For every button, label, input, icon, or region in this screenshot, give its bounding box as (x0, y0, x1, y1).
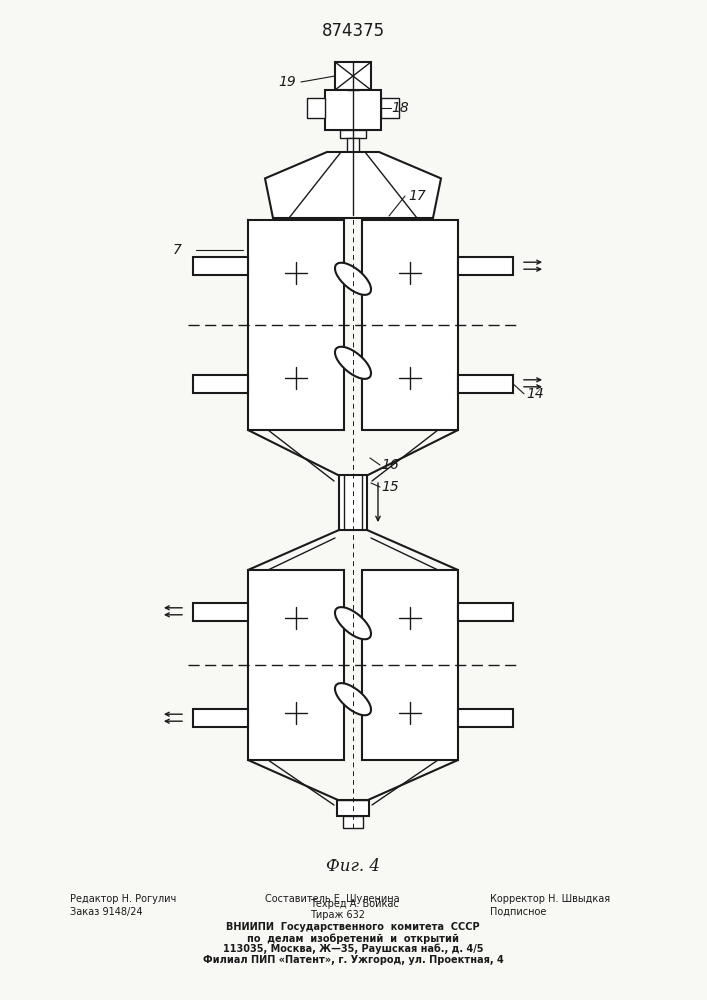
Text: 14: 14 (526, 387, 544, 401)
Text: 16: 16 (381, 458, 399, 472)
Text: 15: 15 (381, 480, 399, 494)
Bar (343, 816, 363, 828)
Bar (193, 257, 248, 275)
Bar (381, 98, 399, 118)
Bar (458, 257, 513, 275)
Text: Техред А. Бойкас: Техред А. Бойкас (310, 899, 399, 909)
Text: 17: 17 (408, 189, 426, 203)
Bar (193, 375, 248, 393)
Bar (339, 475, 367, 530)
Bar (337, 800, 369, 816)
Text: 874375: 874375 (322, 22, 385, 40)
Ellipse shape (335, 683, 371, 715)
Text: Подписное: Подписное (490, 907, 547, 917)
Bar (307, 98, 325, 118)
Text: Фиг. 4: Фиг. 4 (326, 858, 380, 875)
Text: ВНИИПИ  Государственного  комитета  СССР: ВНИИПИ Государственного комитета СССР (226, 922, 480, 932)
Text: Заказ 9148/24: Заказ 9148/24 (70, 907, 143, 917)
Text: 19: 19 (278, 75, 296, 89)
Bar (193, 603, 248, 621)
Polygon shape (265, 152, 441, 218)
Bar (458, 603, 513, 621)
Text: 7: 7 (173, 243, 182, 257)
Text: Корректор Н. Швыдкая: Корректор Н. Швыдкая (490, 894, 610, 904)
Bar (248, 570, 344, 760)
Ellipse shape (335, 263, 371, 295)
Bar (362, 220, 458, 430)
Bar (335, 62, 371, 90)
Text: по  делам  изобретений  и  открытий: по делам изобретений и открытий (247, 933, 459, 944)
Text: 18: 18 (391, 101, 409, 115)
Bar (340, 130, 366, 138)
Ellipse shape (335, 347, 371, 379)
Text: Составитель Е. Шуленина: Составитель Е. Шуленина (265, 894, 399, 904)
Bar (248, 220, 344, 430)
Bar (458, 709, 513, 727)
Text: Редактор Н. Рогулич: Редактор Н. Рогулич (70, 894, 176, 904)
Bar (362, 570, 458, 760)
Bar (193, 709, 248, 727)
Text: 113035, Москва, Ж—35, Раушская наб., д. 4/5: 113035, Москва, Ж—35, Раушская наб., д. … (223, 944, 484, 954)
Bar (458, 375, 513, 393)
Bar (325, 90, 381, 130)
Bar (347, 138, 359, 152)
Ellipse shape (335, 607, 371, 639)
Text: Тираж 632: Тираж 632 (310, 910, 365, 920)
Text: Филиал ПИП «Патент», г. Ужгород, ул. Проектная, 4: Филиал ПИП «Патент», г. Ужгород, ул. Про… (203, 955, 503, 965)
